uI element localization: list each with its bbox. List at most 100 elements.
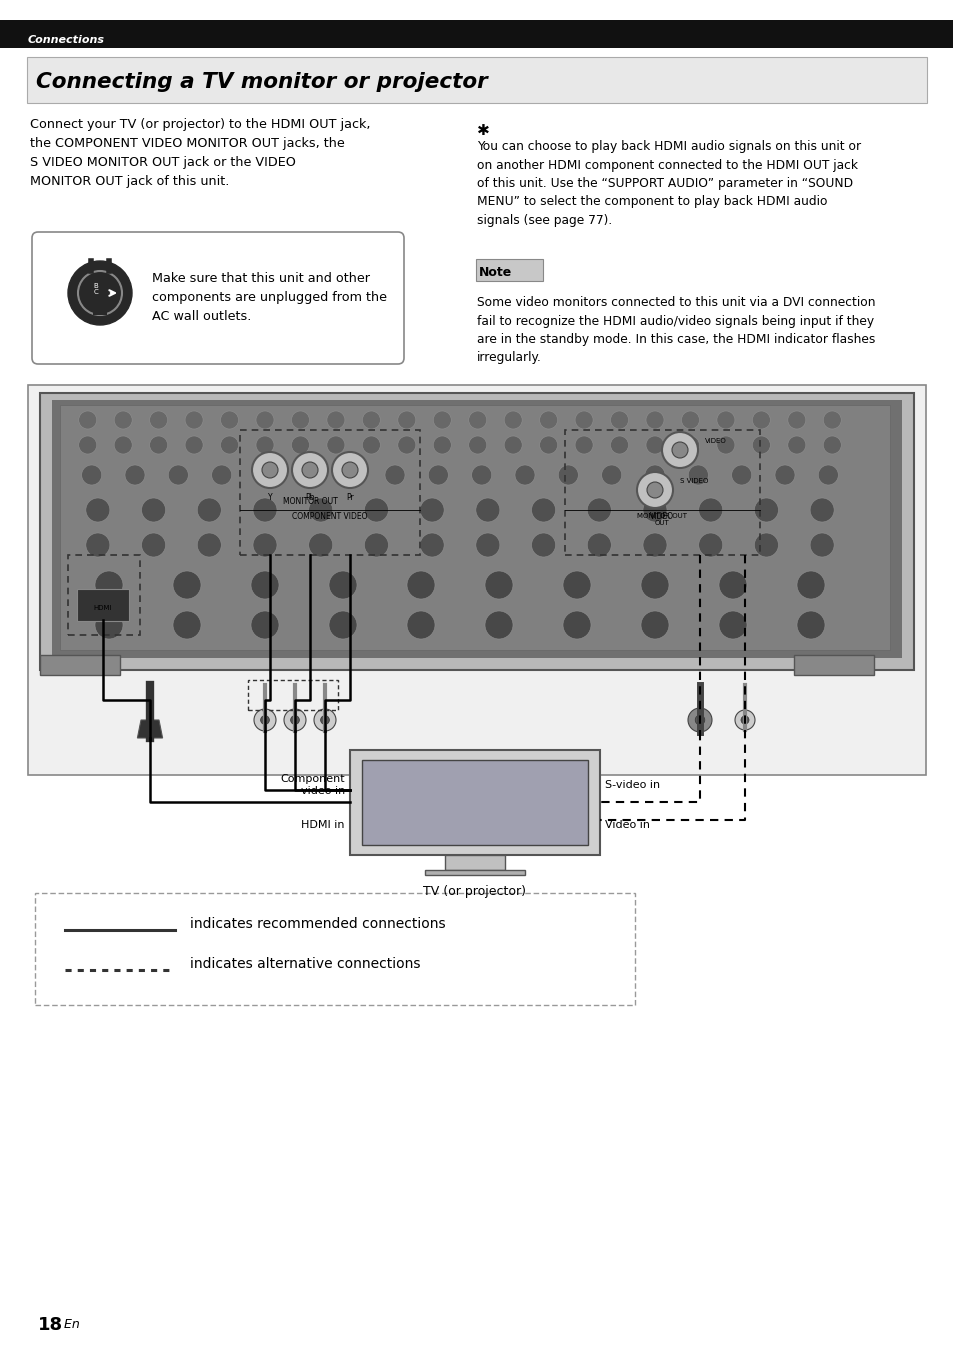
Circle shape [562, 611, 590, 639]
Circle shape [433, 411, 451, 429]
Text: You can choose to play back HDMI audio signals on this unit or
on another HDMI c: You can choose to play back HDMI audio s… [476, 141, 861, 227]
Circle shape [539, 435, 558, 454]
Circle shape [172, 571, 201, 599]
Circle shape [212, 465, 232, 485]
Text: COMPONENT VIDEO: COMPONENT VIDEO [292, 512, 367, 521]
Bar [793, 654, 873, 675]
Circle shape [468, 435, 486, 454]
Circle shape [302, 462, 317, 479]
Circle shape [68, 261, 132, 324]
Text: VIDEO: VIDEO [649, 512, 673, 521]
Circle shape [642, 533, 666, 557]
Circle shape [364, 498, 388, 522]
Circle shape [407, 571, 435, 599]
Circle shape [79, 435, 96, 454]
Circle shape [642, 498, 666, 522]
Circle shape [320, 715, 329, 725]
Bar [240, 430, 419, 556]
Circle shape [141, 533, 166, 557]
Text: indicates alternative connections: indicates alternative connections [190, 957, 420, 971]
Text: 18: 18 [38, 1315, 63, 1334]
Circle shape [484, 571, 513, 599]
Circle shape [610, 411, 628, 429]
Circle shape [329, 571, 356, 599]
Bar [444, 854, 504, 869]
Circle shape [262, 462, 277, 479]
Circle shape [752, 411, 770, 429]
Circle shape [468, 411, 486, 429]
Circle shape [818, 465, 838, 485]
Circle shape [220, 411, 238, 429]
Circle shape [698, 498, 722, 522]
Circle shape [476, 533, 499, 557]
Bar [40, 654, 120, 675]
Circle shape [86, 498, 110, 522]
Circle shape [292, 411, 309, 429]
Circle shape [309, 533, 333, 557]
Circle shape [809, 533, 833, 557]
Circle shape [503, 411, 521, 429]
Circle shape [646, 483, 662, 498]
Bar [40, 393, 913, 671]
Circle shape [731, 465, 751, 485]
Circle shape [168, 465, 188, 485]
Text: HDMI: HDMI [93, 604, 112, 611]
Circle shape [740, 717, 748, 725]
Circle shape [252, 452, 288, 488]
Circle shape [687, 708, 711, 731]
Text: Component
video in: Component video in [280, 775, 345, 796]
Circle shape [397, 435, 416, 454]
Circle shape [809, 498, 833, 522]
Circle shape [637, 472, 672, 508]
Circle shape [362, 435, 380, 454]
Circle shape [796, 611, 824, 639]
Text: Connecting a TV monitor or projector: Connecting a TV monitor or projector [36, 72, 487, 92]
Bar [68, 556, 140, 635]
Bar [248, 680, 337, 710]
Circle shape [680, 411, 699, 429]
Text: Connections: Connections [28, 35, 105, 45]
Circle shape [719, 611, 746, 639]
Circle shape [79, 411, 96, 429]
Circle shape [95, 571, 123, 599]
Bar [52, 400, 901, 658]
Circle shape [407, 611, 435, 639]
Circle shape [774, 465, 794, 485]
Circle shape [86, 533, 110, 557]
Circle shape [787, 411, 805, 429]
Circle shape [531, 498, 555, 522]
Circle shape [125, 465, 145, 485]
Text: MONITOR OUT
OUT: MONITOR OUT OUT [637, 512, 686, 526]
Circle shape [341, 462, 357, 479]
Text: Y: Y [268, 493, 272, 502]
Circle shape [220, 435, 238, 454]
Circle shape [787, 435, 805, 454]
Circle shape [291, 715, 299, 725]
Circle shape [716, 435, 734, 454]
Circle shape [332, 452, 368, 488]
Bar [424, 869, 524, 875]
Circle shape [531, 533, 555, 557]
Circle shape [309, 498, 333, 522]
Circle shape [253, 533, 276, 557]
Circle shape [734, 710, 754, 730]
Circle shape [754, 498, 778, 522]
Circle shape [172, 611, 201, 639]
Circle shape [298, 465, 318, 485]
Text: ✱: ✱ [476, 123, 489, 138]
Circle shape [610, 435, 628, 454]
Circle shape [601, 465, 621, 485]
Circle shape [260, 715, 269, 725]
Polygon shape [137, 721, 162, 738]
Circle shape [822, 411, 841, 429]
Text: VIDEO: VIDEO [704, 438, 726, 443]
Circle shape [114, 411, 132, 429]
FancyBboxPatch shape [27, 57, 926, 103]
Circle shape [95, 611, 123, 639]
Text: Connect your TV (or projector) to the HDMI OUT jack,
the COMPONENT VIDEO MONITOR: Connect your TV (or projector) to the HD… [30, 118, 370, 188]
FancyBboxPatch shape [77, 589, 129, 621]
Circle shape [292, 435, 309, 454]
Bar [60, 406, 889, 650]
Circle shape [680, 435, 699, 454]
Circle shape [341, 465, 361, 485]
